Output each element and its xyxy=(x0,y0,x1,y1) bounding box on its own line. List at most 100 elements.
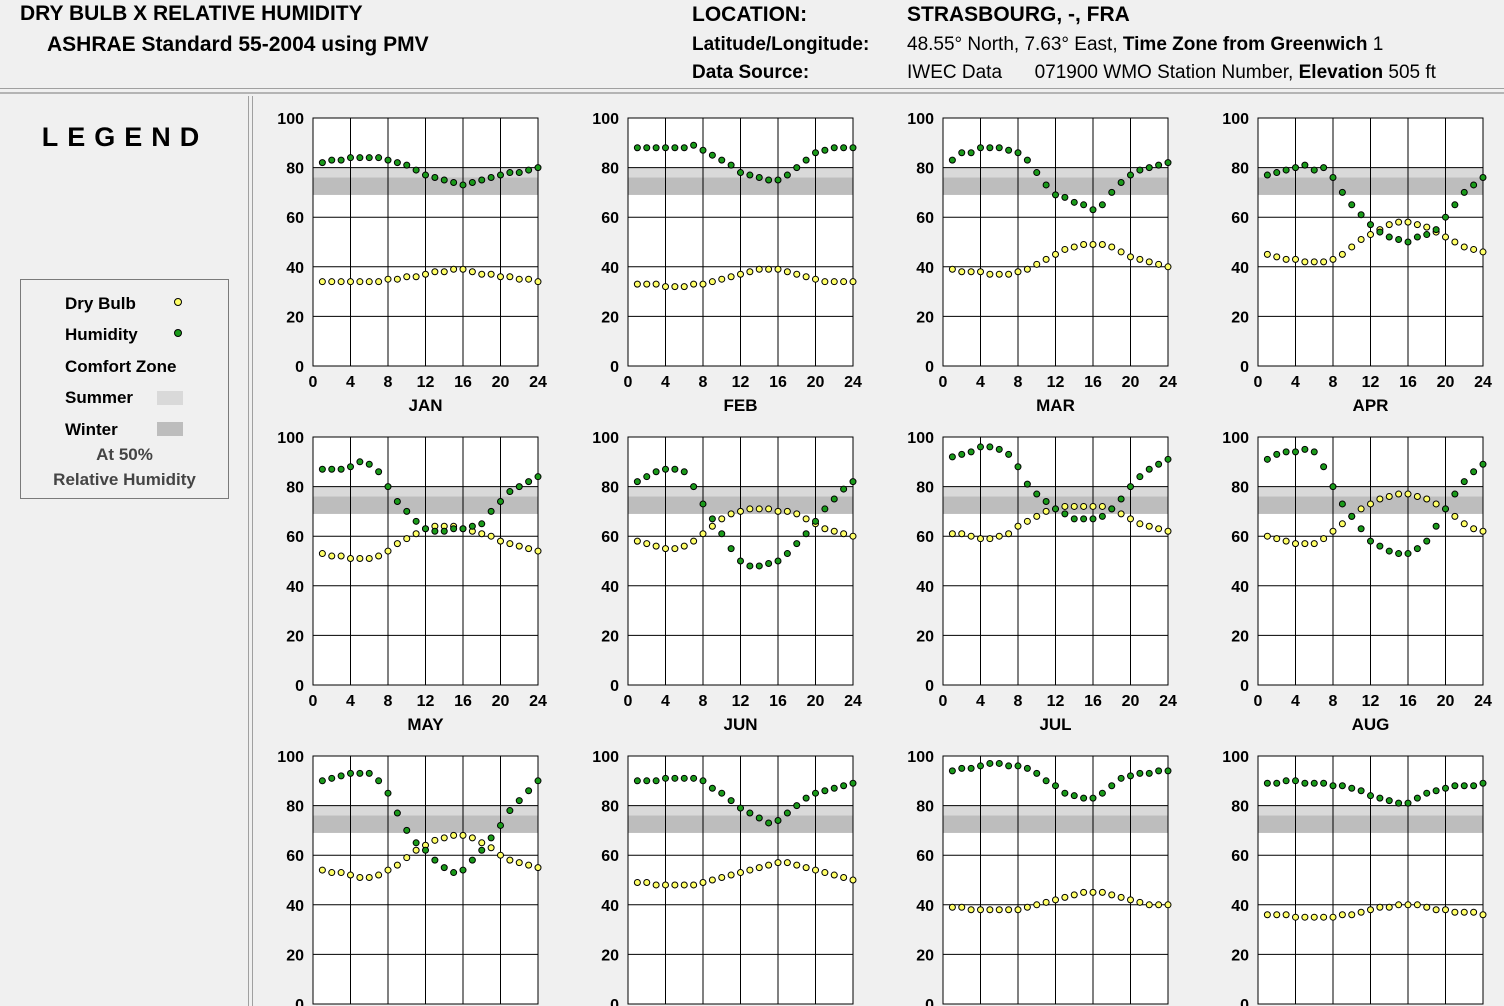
humidity-point-feb-22 xyxy=(830,144,838,152)
humidity-point-jan-17 xyxy=(468,178,476,186)
xtick-label-apr-24: 24 xyxy=(1474,374,1492,391)
xtick-label-mar-24: 24 xyxy=(1159,374,1177,391)
humidity-point-jun-4 xyxy=(662,465,669,473)
dry-bulb-point-apr-12 xyxy=(1367,231,1374,239)
ytick-label-apr-40: 40 xyxy=(1231,260,1249,277)
xtick-label-aug-0: 0 xyxy=(1254,693,1263,710)
dry-bulb-point-apr-1 xyxy=(1263,250,1271,258)
humidity-point-jun-24 xyxy=(849,478,857,486)
humidity-point-jul-2 xyxy=(958,450,966,458)
dry-bulb-point-mar-15 xyxy=(1080,240,1088,248)
dry-bulb-point-feb-20 xyxy=(812,275,819,283)
dry-bulb-point-jan-16 xyxy=(459,265,467,273)
dry-bulb-point-aug-22 xyxy=(1460,520,1468,528)
ytick-label-nov-0: 0 xyxy=(925,997,934,1006)
humidity-point-apr-4 xyxy=(1292,164,1299,172)
humidity-point-oct-11 xyxy=(727,797,735,805)
dry-bulb-point-jun-21 xyxy=(821,525,829,533)
humidity-point-jul-8 xyxy=(1014,463,1022,471)
dry-bulb-point-feb-24 xyxy=(849,278,857,286)
humidity-point-dec-17 xyxy=(1413,794,1421,802)
ytick-label-mar-0: 0 xyxy=(925,359,934,376)
dry-bulb-point-feb-1 xyxy=(633,280,641,288)
dry-bulb-point-apr-11 xyxy=(1357,236,1365,244)
dry-bulb-point-mar-10 xyxy=(1033,260,1041,268)
humidity-point-dec-9 xyxy=(1338,782,1346,790)
dry-bulb-point-feb-7 xyxy=(690,280,698,288)
humidity-point-jan-3 xyxy=(337,156,345,164)
dry-bulb-point-aug-8 xyxy=(1329,527,1337,535)
humidity-point-feb-16 xyxy=(774,176,782,184)
dry-bulb-point-apr-3 xyxy=(1282,255,1290,263)
humidity-point-nov-18 xyxy=(1108,782,1116,790)
humidity-point-sep-23 xyxy=(525,787,533,795)
dry-bulb-point-mar-9 xyxy=(1023,265,1031,273)
dry-bulb-point-feb-10 xyxy=(718,275,726,283)
ytick-label-jan-20: 20 xyxy=(286,309,304,326)
dry-bulb-point-jul-10 xyxy=(1033,512,1041,520)
humidity-point-mar-13 xyxy=(1061,193,1069,201)
dry-bulb-point-jun-15 xyxy=(765,505,773,513)
humidity-point-jul-13 xyxy=(1061,510,1069,518)
dry-bulb-point-feb-21 xyxy=(821,278,829,286)
xtick-label-jun-12: 12 xyxy=(732,693,750,710)
dry-bulb-point-nov-2 xyxy=(958,903,966,911)
dry-bulb-point-dec-23 xyxy=(1470,908,1478,916)
humidity-point-dec-16 xyxy=(1404,799,1412,807)
humidity-point-oct-19 xyxy=(802,794,810,802)
dry-bulb-point-aug-2 xyxy=(1273,535,1281,543)
humidity-point-feb-7 xyxy=(690,141,698,149)
ytick-label-aug-40: 40 xyxy=(1231,579,1249,596)
ytick-label-jul-0: 0 xyxy=(925,678,934,695)
xtick-label-jan-4: 4 xyxy=(346,374,355,391)
dry-bulb-point-mar-5 xyxy=(986,270,994,278)
dry-bulb-point-feb-5 xyxy=(671,283,679,291)
ytick-label-jan-100: 100 xyxy=(277,111,304,128)
humidity-point-aug-1 xyxy=(1263,455,1271,463)
dry-bulb-point-jul-24 xyxy=(1164,527,1172,535)
humidity-point-oct-5 xyxy=(671,774,679,782)
humidity-point-dec-22 xyxy=(1460,782,1468,790)
dry-bulb-point-sep-6 xyxy=(365,874,373,882)
dry-bulb-point-sep-20 xyxy=(497,851,504,859)
humidity-point-apr-6 xyxy=(1310,166,1318,174)
xtick-label-feb-24: 24 xyxy=(844,374,862,391)
dry-bulb-point-jul-14 xyxy=(1070,502,1078,510)
dry-bulb-point-jan-5 xyxy=(356,278,364,286)
dry-bulb-point-feb-17 xyxy=(783,268,791,276)
humidity-point-feb-20 xyxy=(812,149,819,157)
ytick-label-dec-20: 20 xyxy=(1231,947,1249,964)
humidity-point-nov-21 xyxy=(1136,769,1144,777)
dry-bulb-point-oct-19 xyxy=(802,864,810,872)
dry-bulb-point-feb-11 xyxy=(727,273,735,281)
chart-title: DRY BULB X RELATIVE HUMIDITY xyxy=(20,2,363,25)
legend-winter-swatch xyxy=(157,422,183,436)
plot-frame-dec xyxy=(1257,755,1484,1005)
humidity-point-apr-23 xyxy=(1470,181,1478,189)
source-label: Data Source: xyxy=(692,62,810,83)
dry-bulb-point-dec-21 xyxy=(1451,908,1459,916)
ytick-label-aug-0: 0 xyxy=(1240,678,1249,695)
dry-bulb-point-feb-19 xyxy=(802,273,810,281)
humidity-point-dec-2 xyxy=(1273,779,1281,787)
dry-bulb-point-mar-20 xyxy=(1127,253,1134,261)
humidity-point-feb-6 xyxy=(680,144,688,152)
humidity-point-jun-18 xyxy=(793,540,801,548)
dry-bulb-point-dec-9 xyxy=(1338,911,1346,919)
dry-bulb-point-mar-13 xyxy=(1061,245,1069,253)
humidity-point-apr-2 xyxy=(1273,169,1281,177)
dry-bulb-point-dec-17 xyxy=(1413,901,1421,909)
humidity-point-apr-21 xyxy=(1451,201,1459,209)
dry-bulb-point-jan-23 xyxy=(525,275,533,283)
charts-area: 0 20 40 60 80 100 0 4 8 12 16 20 24 JAN 0 20 40 60 80 100 0 4… xyxy=(253,96,1504,1006)
humidity-point-sep-17 xyxy=(468,856,476,864)
ytick-label-sep-60: 60 xyxy=(286,848,304,865)
legend-summer-swatch xyxy=(157,391,183,405)
xtick-label-apr-20: 20 xyxy=(1437,374,1455,391)
xtick-label-jul-8: 8 xyxy=(1014,693,1023,710)
dry-bulb-point-dec-19 xyxy=(1432,906,1440,914)
humidity-point-oct-24 xyxy=(849,779,857,787)
ytick-label-feb-40: 40 xyxy=(601,260,619,277)
xtick-label-mar-8: 8 xyxy=(1014,374,1023,391)
dry-bulb-point-oct-10 xyxy=(718,874,726,882)
